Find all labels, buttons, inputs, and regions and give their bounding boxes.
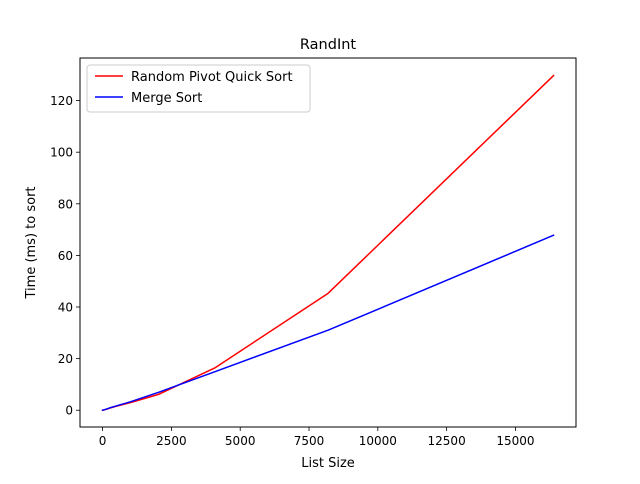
y-tick-label: 20 xyxy=(58,352,73,366)
series-line-merge-sort xyxy=(101,234,555,412)
legend-label-merge-sort: Merge Sort xyxy=(131,91,202,106)
x-axis: 0 2500 5000 7500 10000 12500 15000 xyxy=(99,427,535,448)
y-tick-label: 60 xyxy=(58,249,73,263)
x-tick-label: 12500 xyxy=(428,434,466,448)
y-axis: 0 20 40 60 80 100 120 xyxy=(50,94,80,418)
x-axis-label: List Size xyxy=(301,456,355,471)
legend-box xyxy=(86,64,311,113)
axes-frame xyxy=(79,57,577,428)
x-tick-label: 0 xyxy=(99,434,107,448)
x-tick-label: 15000 xyxy=(496,434,534,448)
y-tick-label: 80 xyxy=(58,197,73,211)
legend: Random Pivot Quick Sort Merge Sort xyxy=(86,64,311,113)
series-layer xyxy=(101,74,555,412)
y-tick-label: 100 xyxy=(50,146,73,160)
legend-label-random-pivot-quick-sort: Random Pivot Quick Sort xyxy=(131,70,293,85)
chart-title: RandInt xyxy=(300,37,357,53)
x-tick-label: 10000 xyxy=(359,434,397,448)
y-tick-label: 120 xyxy=(50,94,73,108)
x-tick-label: 2500 xyxy=(156,434,187,448)
y-tick-label: 40 xyxy=(58,301,73,315)
x-tick-label: 7500 xyxy=(294,434,325,448)
y-axis-label: Time (ms) to sort xyxy=(24,186,39,299)
y-tick-label: 0 xyxy=(65,404,73,418)
x-tick-label: 5000 xyxy=(225,434,256,448)
